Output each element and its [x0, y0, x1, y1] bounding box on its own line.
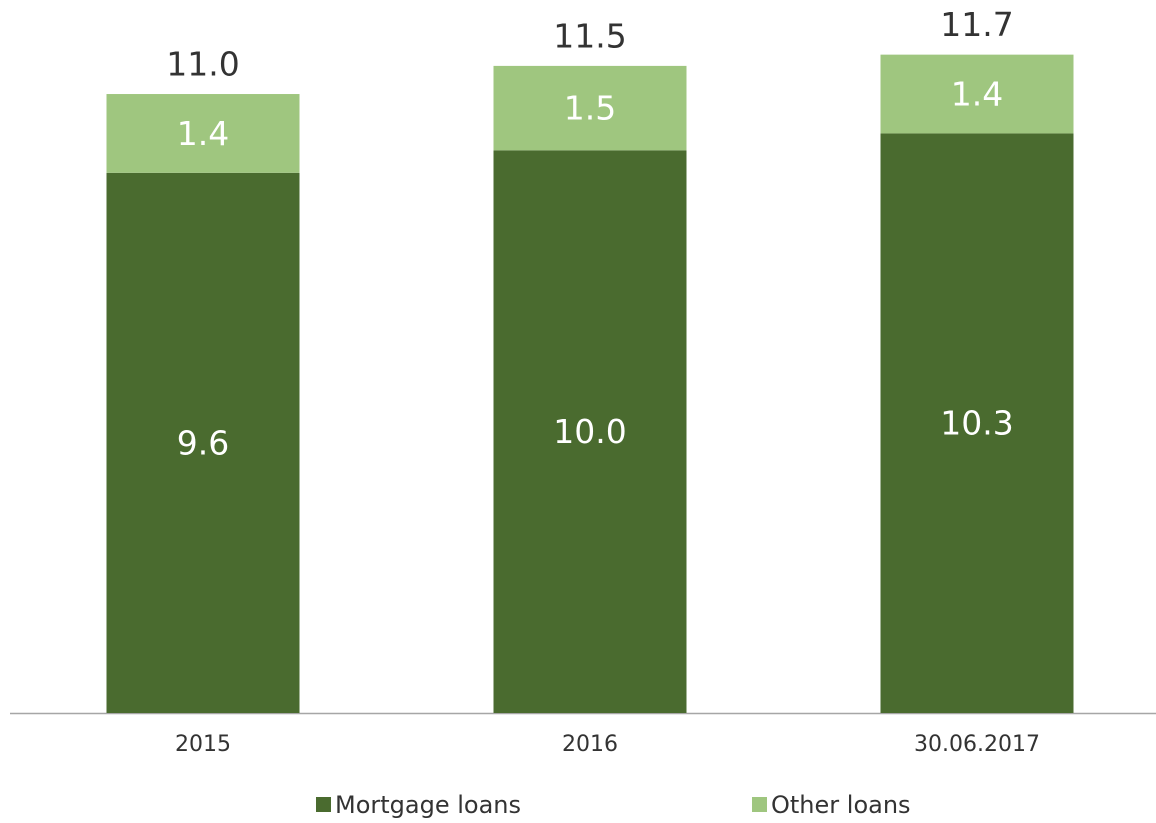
value-label: 10.3: [940, 404, 1013, 443]
total-label: 11.5: [553, 16, 626, 55]
legend-swatch: [316, 797, 331, 812]
value-label: 10.0: [553, 412, 626, 451]
bar-segment: [106, 94, 300, 173]
total-label: 11.7: [940, 5, 1013, 44]
total-label: 11.0: [166, 45, 239, 84]
bar-segment: [880, 133, 1074, 713]
x-tick-label: 30.06.2017: [914, 732, 1040, 757]
bar-segment: [106, 172, 300, 714]
x-tick-label: 2016: [562, 732, 618, 757]
x-tick-label: 2015: [175, 732, 231, 757]
value-label: 9.6: [177, 423, 229, 462]
legend-label: Other loans: [771, 791, 911, 819]
bar-segment: [880, 54, 1074, 134]
bar-segment: [493, 65, 687, 151]
legend-swatch: [752, 797, 767, 812]
value-label: 1.5: [564, 89, 616, 128]
bar-segment: [493, 150, 687, 714]
value-label: 1.4: [951, 75, 1003, 114]
value-label: 1.4: [177, 114, 229, 153]
legend-label: Mortgage loans: [335, 791, 521, 819]
